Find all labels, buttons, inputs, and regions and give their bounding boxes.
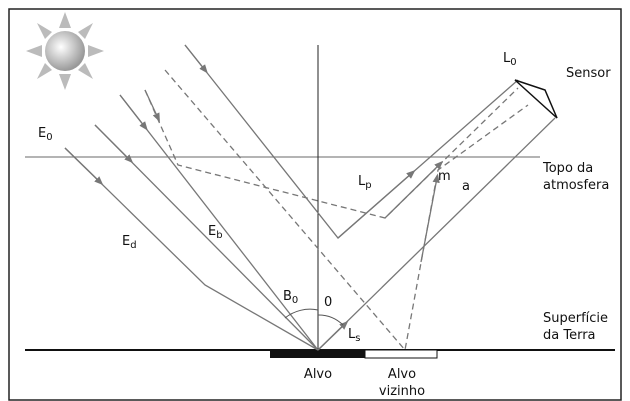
label-top: Topo da atmosfera [542, 161, 609, 193]
label-a: a [462, 179, 470, 194]
angle-theta [317, 314, 344, 326]
label-sensor: Sensor [566, 66, 611, 81]
ray-a [164, 69, 529, 352]
arrow [384, 160, 444, 219]
arrow [337, 169, 416, 239]
label-theta: 0 [324, 295, 332, 310]
label-surface: Superfície da Terra [543, 311, 608, 343]
label-eb: Eb [208, 224, 223, 241]
arrow [64, 147, 104, 186]
ray-e [119, 94, 319, 351]
label-lp: Lp [358, 174, 372, 191]
arrow [94, 124, 134, 164]
arrow [184, 44, 208, 74]
label-b0: B0 [283, 289, 298, 306]
frame [8, 8, 622, 401]
arrow [119, 94, 148, 131]
rays [64, 44, 556, 352]
angle-b0 [284, 308, 319, 319]
ray-ls [317, 117, 556, 351]
arrow [317, 320, 349, 351]
label-neighbor: Alvo vizinho [379, 367, 425, 399]
label-m: m [438, 169, 451, 184]
sun [26, 12, 104, 90]
neighbor-target [364, 349, 438, 359]
target [270, 350, 365, 358]
ray-m [144, 87, 519, 219]
arrow [420, 173, 440, 263]
label-target: Alvo [304, 367, 332, 382]
arrow [144, 89, 160, 123]
ray-ed [64, 147, 319, 351]
label-ls: Ls [348, 327, 360, 344]
sensor [514, 79, 558, 119]
label-e0: E0 [38, 126, 53, 143]
label-l0: L0 [503, 51, 517, 68]
label-ed: Ed [122, 234, 137, 251]
